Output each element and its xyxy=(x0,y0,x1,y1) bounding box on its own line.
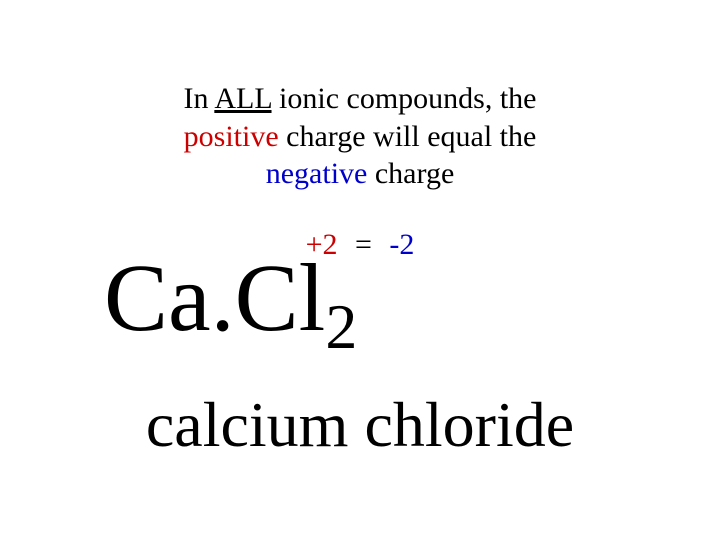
heading-positive-word: positive xyxy=(184,120,279,153)
formula-subscript: 2 xyxy=(325,291,357,362)
compound-name: calcium chloride xyxy=(0,388,720,462)
formula-element2: Cl xyxy=(235,244,326,351)
negative-charge: -2 xyxy=(389,228,414,261)
heading-negative-word: negative xyxy=(266,157,368,190)
heading-all: ALL xyxy=(214,82,271,115)
equals-sign: = xyxy=(355,228,372,261)
slide: In ALL ionic compounds, the positive cha… xyxy=(0,0,720,540)
chemical-formula: Ca.Cl2 xyxy=(104,250,357,346)
formula-element1: Ca. xyxy=(104,244,235,351)
heading-mid1: ionic compounds, the xyxy=(272,82,537,115)
heading-mid2: charge will equal the xyxy=(279,120,537,153)
heading-prefix: In xyxy=(183,82,214,115)
heading-suffix: charge xyxy=(367,157,454,190)
heading-text: In ALL ionic compounds, the positive cha… xyxy=(0,80,720,193)
